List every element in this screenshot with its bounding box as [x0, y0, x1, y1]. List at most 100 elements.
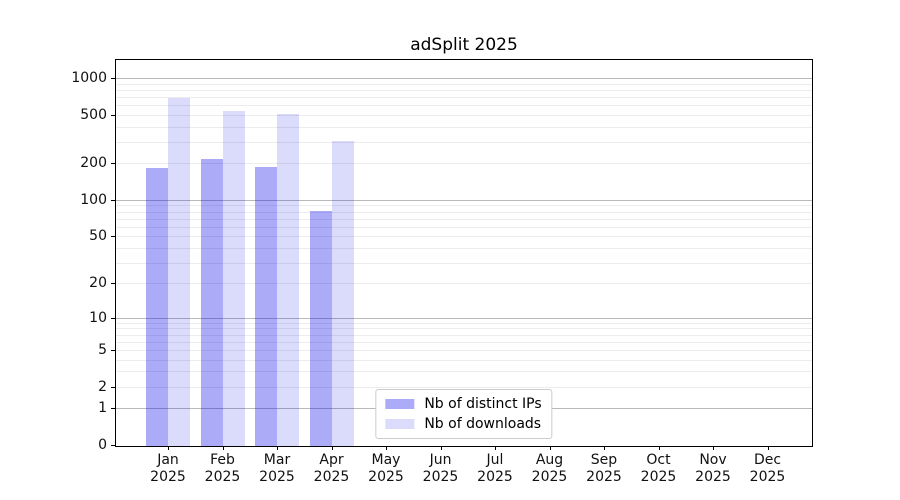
x-tick-year: 2025 [150, 469, 186, 485]
gridline-minor [116, 349, 812, 351]
x-tick-year: 2025 [204, 469, 241, 485]
x-tick-label: Jun 2025 [399, 452, 483, 486]
x-tick-year: 2025 [695, 469, 731, 485]
y-tick-mark [111, 163, 115, 165]
y-tick-label: 1 [98, 400, 107, 417]
gridline-minor [116, 341, 812, 343]
legend-swatch-downloads [385, 419, 415, 429]
y-tick-mark [111, 199, 115, 201]
gridline-minor [116, 96, 812, 98]
bar-distinct-ips-mar [255, 166, 277, 446]
gridline-major [116, 199, 812, 201]
x-tick-year: 2025 [477, 469, 513, 485]
bar-distinct-ips-feb [200, 159, 223, 446]
x-tick-label: Jul 2025 [453, 452, 537, 486]
x-tick-mark [658, 446, 660, 450]
gridline-minor [116, 283, 812, 285]
x-tick-month: Dec [753, 452, 782, 468]
x-tick-month: Apr [319, 452, 344, 468]
y-tick-label: 2 [98, 378, 107, 395]
chart-title: adSplit 2025 [410, 35, 518, 55]
gridline-minor [116, 262, 812, 264]
x-tick-month: Aug [535, 452, 564, 468]
x-tick-label: Oct 2025 [617, 452, 701, 486]
bars-layer [116, 60, 812, 446]
x-tick-month: Nov [699, 452, 727, 468]
gridline-minor [116, 163, 812, 165]
y-tick-mark [111, 386, 115, 388]
y-tick-label: 10 [89, 309, 107, 326]
gridline-major [116, 317, 812, 319]
x-tick-month: Jul [486, 452, 504, 468]
x-tick-mark [440, 446, 442, 450]
y-tick-label: 5 [98, 341, 107, 358]
x-tick-month: May [371, 452, 401, 468]
gridline-minor [116, 83, 812, 85]
plot-area: Nb of distinct IPs Nb of downloads [115, 59, 813, 447]
gridline-minor [116, 89, 812, 91]
gridline-minor [116, 211, 812, 213]
gridline-minor [116, 126, 812, 128]
x-tick-month: Jan [157, 452, 179, 468]
y-tick-mark [111, 236, 115, 238]
x-tick-year: 2025 [640, 469, 677, 485]
gridline-minor [116, 328, 812, 330]
y-tick-mark [111, 317, 115, 319]
x-tick-month: Sep [590, 452, 618, 468]
x-tick-label: Sep 2025 [562, 452, 646, 486]
x-tick-year: 2025 [531, 469, 568, 485]
x-tick-year: 2025 [586, 469, 622, 485]
gridline-minor [116, 371, 812, 373]
gridline-minor [116, 334, 812, 336]
y-tick-label: 1000 [71, 69, 107, 86]
y-tick-mark [111, 283, 115, 285]
legend-item-distinct-ips: Nb of distinct IPs [385, 396, 542, 412]
gridlines-layer [116, 60, 812, 446]
x-tick-mark [277, 446, 278, 450]
gridline-minor [116, 247, 812, 249]
bar-downloads-apr [331, 141, 354, 446]
x-tick-label: Feb 2025 [181, 452, 265, 486]
x-tick-mark [604, 446, 605, 450]
gridline-minor [116, 205, 812, 207]
y-tick-label: 500 [80, 106, 107, 123]
x-tick-mark [386, 446, 387, 450]
x-tick-mark [222, 446, 224, 450]
x-tick-label: Jan 2025 [126, 452, 210, 486]
x-tick-month: Oct [646, 452, 671, 468]
x-tick-mark [495, 446, 496, 450]
x-tick-month: Mar [263, 452, 291, 468]
x-tick-mark [767, 446, 769, 450]
x-tick-mark [549, 446, 551, 450]
bar-downloads-mar [277, 113, 299, 446]
x-tick-year: 2025 [259, 469, 295, 485]
gridline-minor [116, 218, 812, 220]
x-tick-label: Dec 2025 [726, 452, 810, 486]
gridline-minor [116, 114, 812, 116]
y-tick-mark [111, 77, 115, 79]
x-tick-year: 2025 [313, 469, 350, 485]
x-tick-year: 2025 [368, 469, 404, 485]
x-tick-year: 2025 [422, 469, 459, 485]
bar-downloads-feb [222, 110, 245, 446]
bar-downloads-jan [168, 97, 190, 446]
x-tick-label: Aug 2025 [508, 452, 592, 486]
legend-label-distinct-ips: Nb of distinct IPs [424, 396, 542, 412]
legend-item-downloads: Nb of downloads [385, 416, 541, 432]
x-tick-label: May 2025 [344, 452, 428, 486]
legend: Nb of distinct IPs Nb of downloads [375, 389, 553, 439]
x-tick-mark [713, 446, 714, 450]
gridline-minor [116, 226, 812, 228]
gridline-major [116, 78, 812, 79]
x-tick-mark [331, 446, 333, 450]
x-tick-month: Feb [210, 452, 235, 468]
y-tick-label: 200 [80, 155, 107, 172]
x-tick-label: Apr 2025 [290, 452, 374, 486]
legend-label-downloads: Nb of downloads [424, 416, 542, 432]
bar-distinct-ips-jan [146, 168, 168, 446]
y-tick-label: 0 [98, 437, 107, 453]
gridline-minor [116, 141, 812, 143]
y-tick-mark [111, 349, 115, 351]
x-tick-year: 2025 [749, 469, 786, 485]
gridline-minor [116, 322, 812, 324]
